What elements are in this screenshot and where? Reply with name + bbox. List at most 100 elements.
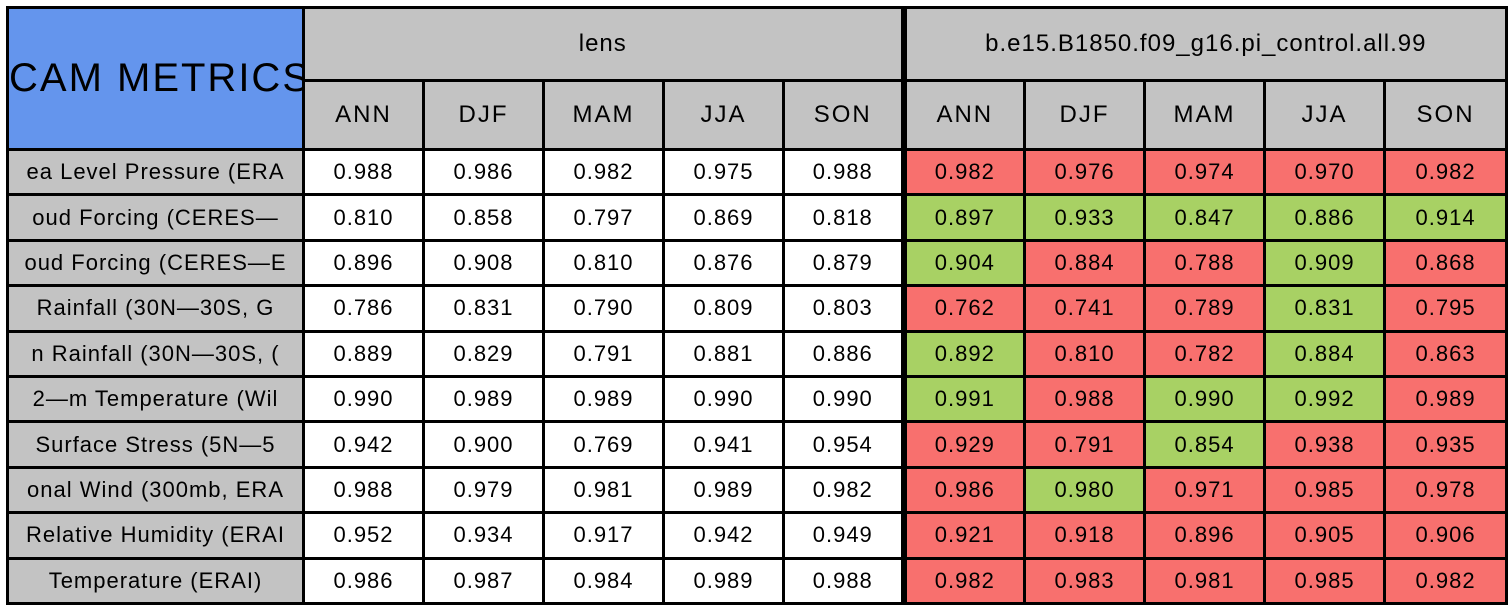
- metric-cell-control-djf: 0.980: [1023, 465, 1147, 515]
- season-header-lens-djf: DJF: [422, 79, 545, 151]
- metric-cell-lens-son: 0.879: [781, 238, 906, 288]
- metric-cell-control-ann: 0.982: [900, 147, 1027, 197]
- metric-cell-lens-djf: 0.829: [422, 329, 545, 378]
- row-label: ea Level Pressure (ERA: [6, 147, 305, 197]
- metric-cell-control-ann: 0.982: [900, 556, 1027, 606]
- metric-cell-control-jja: 0.909: [1263, 238, 1387, 288]
- metric-cell-control-djf: 0.810: [1023, 329, 1147, 378]
- row-label: Surface Stress (5N—5: [6, 420, 305, 469]
- metric-cell-lens-son: 0.990: [781, 374, 906, 424]
- table-row: onal Wind (300mb, ERA 0.988 0.979 0.981 0.98…: [6, 465, 1509, 515]
- season-header-lens-mam: MAM: [542, 79, 665, 151]
- season-header-control-djf: DJF: [1023, 79, 1147, 151]
- row-label: oud Forcing (CERES—: [6, 193, 305, 242]
- metric-cell-control-son: 0.795: [1383, 284, 1509, 333]
- table-row: ea Level Pressure (ERA 0.988 0.986 0.982 0.9…: [6, 147, 1509, 197]
- season-header-control-jja: JJA: [1263, 79, 1387, 151]
- metric-cell-lens-mam: 0.797: [542, 193, 665, 242]
- metric-cell-control-jja: 0.985: [1263, 556, 1387, 606]
- metric-cell-lens-jja: 0.869: [662, 193, 785, 242]
- season-header-control-son: SON: [1383, 79, 1509, 151]
- row-label: oud Forcing (CERES—E: [6, 238, 305, 288]
- column-group-pi-control: b.e15.B1850.f09_g16.pi_control.all.99: [900, 6, 1509, 82]
- table-title-cell: CAM METRICS: [6, 6, 305, 151]
- table-row: Rainfall (30N—30S, G 0.786 0.831 0.790 0.809…: [6, 284, 1509, 333]
- metric-cell-lens-mam: 0.917: [542, 511, 665, 560]
- metric-cell-lens-djf: 0.908: [422, 238, 545, 288]
- metric-cell-control-djf: 0.791: [1023, 420, 1147, 469]
- metric-cell-lens-ann: 0.990: [302, 374, 425, 424]
- row-label: onal Wind (300mb, ERA: [6, 465, 305, 515]
- table-row: n Rainfall (30N—30S, (0.889 0.829 0.791 0.8…: [6, 329, 1509, 378]
- metric-cell-control-ann: 0.892: [900, 329, 1027, 378]
- metric-cell-control-jja: 0.886: [1263, 193, 1387, 242]
- metric-cell-lens-jja: 0.975: [662, 147, 785, 197]
- season-header-row: ANN DJF MAM JJA SON ANN DJF MAM JJA SON: [8, 79, 1509, 151]
- metric-cell-lens-son: 0.982: [781, 465, 906, 515]
- metric-cell-lens-son: 0.988: [781, 556, 906, 606]
- metric-cell-control-jja: 0.831: [1263, 284, 1387, 333]
- metric-cell-lens-mam: 0.791: [542, 329, 665, 378]
- metric-cell-control-djf: 0.976: [1023, 147, 1147, 197]
- table-row: 2—m Temperature (Wil 0.990 0.989 0.989 0.990…: [6, 374, 1509, 424]
- row-label: Rainfall (30N—30S, G: [6, 284, 305, 333]
- metric-cell-lens-mam: 0.982: [542, 147, 665, 197]
- metric-cell-lens-djf: 0.934: [422, 511, 545, 560]
- season-header-lens-son: SON: [781, 79, 906, 151]
- season-header-control-ann: ANN: [900, 79, 1027, 151]
- metric-cell-control-son: 0.863: [1383, 329, 1509, 378]
- metric-cell-lens-djf: 0.831: [422, 284, 545, 333]
- metric-cell-lens-mam: 0.810: [542, 238, 665, 288]
- metric-cell-control-ann: 0.921: [900, 511, 1027, 560]
- metric-cell-control-jja: 0.985: [1263, 465, 1387, 515]
- metric-cell-lens-djf: 0.979: [422, 465, 545, 515]
- metric-cell-control-ann: 0.904: [900, 238, 1027, 288]
- metric-cell-lens-jja: 0.990: [662, 374, 785, 424]
- metric-cell-control-jja: 0.905: [1263, 511, 1387, 560]
- metric-cell-control-jja: 0.970: [1263, 147, 1387, 197]
- metric-cell-control-djf: 0.983: [1023, 556, 1147, 606]
- metric-cell-lens-mam: 0.981: [542, 465, 665, 515]
- metric-cell-lens-ann: 0.810: [302, 193, 425, 242]
- metric-cell-control-mam: 0.974: [1143, 147, 1267, 197]
- row-label: Relative Humidity (ERAI: [6, 511, 305, 560]
- metric-cell-lens-jja: 0.942: [662, 511, 785, 560]
- metric-cell-lens-jja: 0.876: [662, 238, 785, 288]
- metric-cell-lens-djf: 0.900: [422, 420, 545, 469]
- metric-cell-control-son: 0.982: [1383, 556, 1509, 606]
- metrics-table: CAM METRICS lens b.e15.B1850.f09_g16.pi_…: [6, 6, 1509, 606]
- metric-cell-lens-mam: 0.790: [542, 284, 665, 333]
- metric-cell-lens-djf: 0.986: [422, 147, 545, 197]
- season-header-control-mam: MAM: [1143, 79, 1267, 151]
- table-row: Temperature (ERAI) 0.986 0.987 0.984 0.989 0.…: [6, 556, 1509, 606]
- metric-cell-control-mam: 0.990: [1143, 374, 1267, 424]
- metric-cell-control-ann: 0.986: [900, 465, 1027, 515]
- metric-cell-control-mam: 0.854: [1143, 420, 1267, 469]
- metric-cell-lens-jja: 0.941: [662, 420, 785, 469]
- metric-cell-lens-jja: 0.881: [662, 329, 785, 378]
- metric-cell-lens-ann: 0.952: [302, 511, 425, 560]
- metric-cell-control-son: 0.978: [1383, 465, 1509, 515]
- metric-cell-lens-mam: 0.989: [542, 374, 665, 424]
- table-row: oud Forcing (CERES—E 0.896 0.908 0.810 0.876…: [6, 238, 1509, 288]
- metric-cell-control-ann: 0.762: [900, 284, 1027, 333]
- metric-cell-lens-jja: 0.989: [662, 556, 785, 606]
- row-label: n Rainfall (30N—30S, (: [6, 329, 305, 378]
- metric-cell-control-djf: 0.933: [1023, 193, 1147, 242]
- table-row: oud Forcing (CERES— 0.810 0.858 0.797 0.869 0…: [6, 193, 1509, 242]
- metric-cell-control-mam: 0.847: [1143, 193, 1267, 242]
- metric-cell-control-mam: 0.971: [1143, 465, 1267, 515]
- metric-cell-control-mam: 0.788: [1143, 238, 1267, 288]
- row-label: 2—m Temperature (Wil: [6, 374, 305, 424]
- metric-cell-control-djf: 0.884: [1023, 238, 1147, 288]
- metric-cell-lens-djf: 0.989: [422, 374, 545, 424]
- metric-cell-control-djf: 0.988: [1023, 374, 1147, 424]
- metric-cell-lens-ann: 0.889: [302, 329, 425, 378]
- metric-cell-control-mam: 0.782: [1143, 329, 1267, 378]
- metric-cell-lens-son: 0.803: [781, 284, 906, 333]
- metric-cell-control-son: 0.982: [1383, 147, 1509, 197]
- metric-cell-control-son: 0.906: [1383, 511, 1509, 560]
- metric-cell-control-djf: 0.741: [1023, 284, 1147, 333]
- season-header-lens-jja: JJA: [662, 79, 785, 151]
